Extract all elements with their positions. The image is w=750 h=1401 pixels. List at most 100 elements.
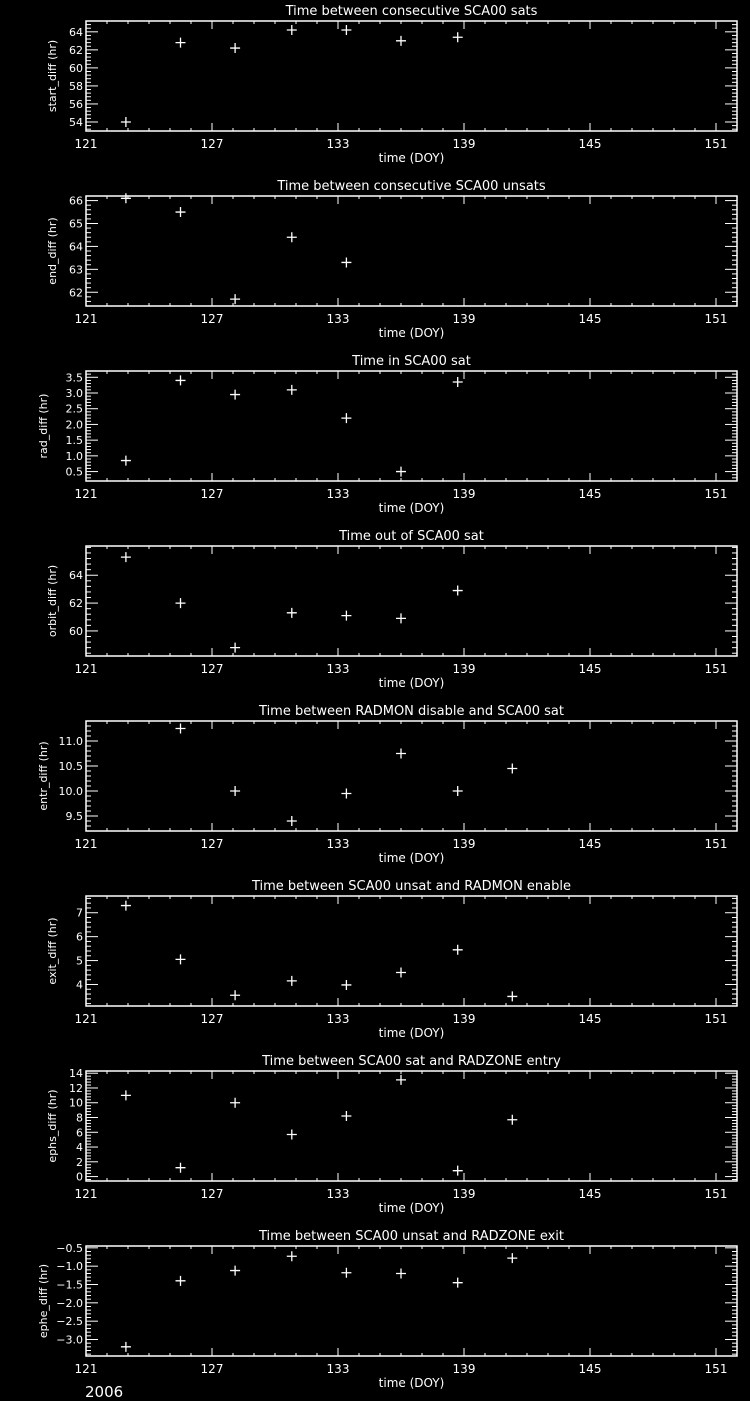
chart-panel: Time between SCA00 unsat and RADMON enab… xyxy=(46,879,738,1040)
x-tick-label: 133 xyxy=(327,1362,350,1376)
data-point xyxy=(396,1268,406,1279)
data-point xyxy=(286,1251,297,1262)
y-tick-label: 4 xyxy=(76,1141,83,1154)
y-tick-label: 11.0 xyxy=(59,735,84,748)
chart-title: Time between consecutive SCA00 unsats xyxy=(276,179,546,194)
y-tick-label: 54 xyxy=(69,116,83,129)
x-tick-label: 151 xyxy=(705,837,728,851)
y-tick-label: −3.0 xyxy=(56,1334,83,1347)
y-tick-label: 1.5 xyxy=(66,434,84,447)
x-tick-label: 127 xyxy=(201,837,224,851)
chart-title: Time between SCA00 sat and RADZONE entry xyxy=(261,1054,561,1069)
y-tick-label: 8 xyxy=(76,1112,83,1125)
data-point xyxy=(286,25,297,36)
data-point xyxy=(341,257,352,268)
x-tick-label: 145 xyxy=(579,837,602,851)
x-tick-label: 133 xyxy=(327,137,350,151)
x-tick-label: 127 xyxy=(201,1362,224,1376)
data-point xyxy=(120,900,131,911)
plot-frame xyxy=(85,895,738,1007)
x-tick-label: 133 xyxy=(327,1187,350,1201)
y-axis-label: start_diff (hr) xyxy=(46,40,59,112)
data-point xyxy=(286,975,297,986)
y-tick-label: 14 xyxy=(69,1067,83,1080)
data-point xyxy=(396,466,406,477)
data-point xyxy=(175,207,186,218)
chart-panel: Time between SCA00 unsat and RADZONE exi… xyxy=(37,1229,738,1390)
data-point xyxy=(341,788,352,799)
data-point xyxy=(230,786,241,796)
year-label: 2006 xyxy=(85,1383,124,1401)
data-point xyxy=(230,389,241,400)
chart-title: Time between consecutive SCA00 sats xyxy=(285,4,538,19)
x-tick-label: 151 xyxy=(705,1187,728,1201)
x-tick-label: 151 xyxy=(705,137,728,151)
x-tick-label: 133 xyxy=(327,837,350,851)
x-tick-label: 145 xyxy=(579,1187,602,1201)
x-tick-label: 121 xyxy=(75,1012,98,1026)
x-tick-label: 127 xyxy=(201,1187,224,1201)
y-axis-label: entr_diff (hr) xyxy=(37,741,50,810)
data-point xyxy=(230,990,241,1001)
plot-frame xyxy=(85,370,738,482)
y-tick-label: 2 xyxy=(76,1156,83,1169)
y-tick-label: 62 xyxy=(69,597,83,610)
chart-panel: Time in SCA00 sat 121 127 133 139 145 151 time … xyxy=(37,354,738,515)
y-tick-label: 10.0 xyxy=(59,785,84,798)
x-axis-label: time (DOY) xyxy=(379,851,445,865)
data-point xyxy=(507,1253,518,1264)
x-tick-label: 133 xyxy=(327,662,350,676)
y-tick-label: 64 xyxy=(69,26,83,39)
y-tick-label: 3.0 xyxy=(66,387,84,400)
y-axis-label: exit_diff (hr) xyxy=(46,917,59,984)
y-tick-label: 64 xyxy=(69,569,83,582)
y-tick-label: 5 xyxy=(76,955,83,968)
x-tick-label: 121 xyxy=(75,487,98,501)
y-tick-label: 9.5 xyxy=(66,810,84,823)
y-tick-label: 65 xyxy=(69,218,83,231)
chart-title: Time between SCA00 unsat and RADZONE exi… xyxy=(258,1229,564,1244)
y-tick-label: 6 xyxy=(76,1126,83,1139)
y-axis-label: orbit_diff (hr) xyxy=(46,565,59,637)
x-axis-label: time (DOY) xyxy=(379,1026,445,1040)
chart-title: Time between SCA00 unsat and RADMON enab… xyxy=(251,879,571,894)
y-tick-label: 63 xyxy=(69,263,83,276)
x-tick-label: 121 xyxy=(75,837,98,851)
x-tick-label: 121 xyxy=(75,662,98,676)
data-point xyxy=(120,193,131,204)
x-tick-label: 127 xyxy=(201,137,224,151)
x-tick-label: 121 xyxy=(75,1187,98,1201)
data-point xyxy=(175,1275,186,1286)
data-point xyxy=(286,816,297,826)
x-tick-label: 121 xyxy=(75,312,98,326)
plot-frame xyxy=(85,1070,738,1182)
x-tick-label: 133 xyxy=(327,487,350,501)
y-tick-label: 0.5 xyxy=(66,466,84,479)
chart-panel: Time between consecutive SCA00 unsats 121… xyxy=(46,179,738,340)
y-tick-label: 0 xyxy=(76,1171,83,1184)
x-tick-label: 151 xyxy=(705,1362,728,1376)
x-tick-label: 139 xyxy=(453,1187,476,1201)
data-point xyxy=(120,1090,131,1101)
x-tick-label: 121 xyxy=(75,137,98,151)
x-axis-label: time (DOY) xyxy=(379,676,445,690)
data-point xyxy=(120,1341,131,1352)
y-tick-label: 3.5 xyxy=(66,371,84,384)
x-axis-label: time (DOY) xyxy=(379,1201,445,1215)
x-tick-label: 151 xyxy=(705,662,728,676)
chart-title: Time out of SCA00 sat xyxy=(338,529,484,544)
data-point xyxy=(452,944,463,955)
y-tick-label: 66 xyxy=(69,195,83,208)
plot-frame xyxy=(85,720,738,832)
x-tick-label: 139 xyxy=(453,312,476,326)
x-tick-label: 151 xyxy=(705,1012,728,1026)
x-tick-label: 151 xyxy=(705,487,728,501)
x-tick-label: 145 xyxy=(579,1362,602,1376)
data-point xyxy=(230,642,241,653)
x-tick-label: 139 xyxy=(453,1362,476,1376)
x-tick-label: 139 xyxy=(453,662,476,676)
y-tick-label: −0.5 xyxy=(56,1242,83,1255)
x-tick-label: 139 xyxy=(453,137,476,151)
y-tick-label: −1.5 xyxy=(56,1279,83,1292)
chart-panel: Time between SCA00 sat and RADZONE entry… xyxy=(46,1054,738,1215)
